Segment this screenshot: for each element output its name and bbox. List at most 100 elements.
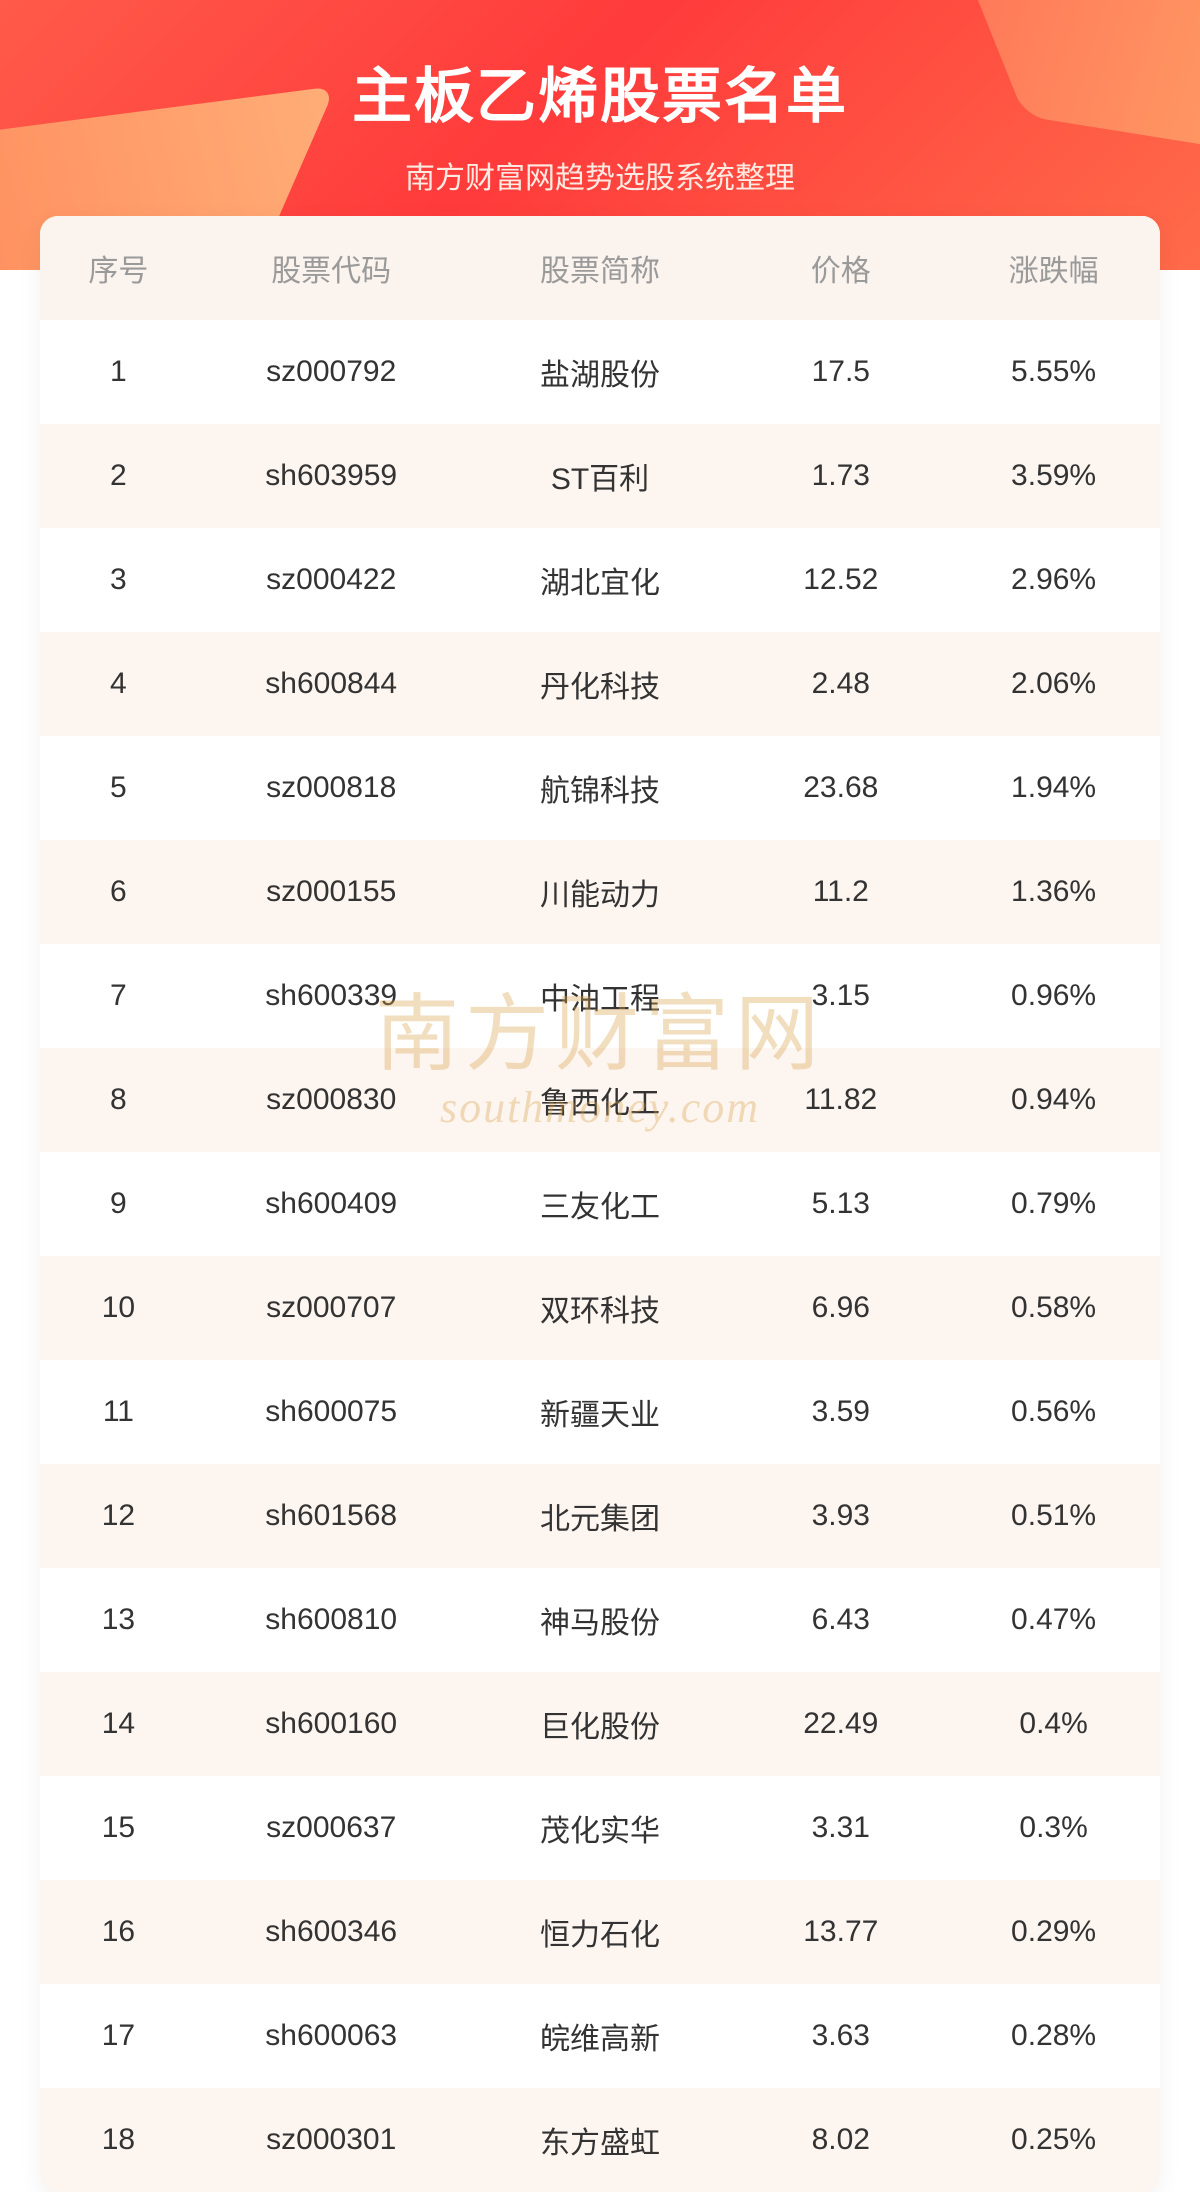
table-row: 12sh601568北元集团3.930.51% bbox=[40, 1464, 1160, 1568]
table-cell: sh603959 bbox=[197, 424, 466, 528]
table-cell: sh601568 bbox=[197, 1464, 466, 1568]
table-cell: 0.96% bbox=[947, 944, 1160, 1048]
table-cell: 6.43 bbox=[734, 1568, 947, 1672]
table-cell: 2.48 bbox=[734, 632, 947, 736]
table-cell: 13 bbox=[40, 1568, 197, 1672]
table-row: 4sh600844丹化科技2.482.06% bbox=[40, 632, 1160, 736]
table-cell: 3.31 bbox=[734, 1776, 947, 1880]
table-cell: sz000301 bbox=[197, 2088, 466, 2192]
table-row: 2sh603959ST百利1.733.59% bbox=[40, 424, 1160, 528]
table-row: 3sz000422湖北宜化12.522.96% bbox=[40, 528, 1160, 632]
table-cell: 0.29% bbox=[947, 1880, 1160, 1984]
table-cell: 0.51% bbox=[947, 1464, 1160, 1568]
table-cell: 10 bbox=[40, 1256, 197, 1360]
table-body: 1sz000792盐湖股份17.55.55%2sh603959ST百利1.733… bbox=[40, 320, 1160, 2192]
table-cell: sh600844 bbox=[197, 632, 466, 736]
table-cell: 神马股份 bbox=[466, 1568, 735, 1672]
table-cell: 1.73 bbox=[734, 424, 947, 528]
table-header-row: 序号 股票代码 股票简称 价格 涨跌幅 bbox=[40, 216, 1160, 320]
table-cell: 巨化股份 bbox=[466, 1672, 735, 1776]
table-cell: 新疆天业 bbox=[466, 1360, 735, 1464]
table-row: 16sh600346恒力石化13.770.29% bbox=[40, 1880, 1160, 1984]
table-cell: sh600075 bbox=[197, 1360, 466, 1464]
table-cell: 3.63 bbox=[734, 1984, 947, 2088]
table-cell: 0.94% bbox=[947, 1048, 1160, 1152]
table-cell: 盐湖股份 bbox=[466, 320, 735, 424]
table-cell: 茂化实华 bbox=[466, 1776, 735, 1880]
table-cell: 双环科技 bbox=[466, 1256, 735, 1360]
table-cell: 4 bbox=[40, 632, 197, 736]
table-row: 18sz000301东方盛虹8.020.25% bbox=[40, 2088, 1160, 2192]
col-code: 股票代码 bbox=[197, 216, 466, 320]
table-cell: 鲁西化工 bbox=[466, 1048, 735, 1152]
table-cell: 23.68 bbox=[734, 736, 947, 840]
table-cell: 0.56% bbox=[947, 1360, 1160, 1464]
table-cell: 皖维高新 bbox=[466, 1984, 735, 2088]
table-cell: sz000155 bbox=[197, 840, 466, 944]
table-cell: 22.49 bbox=[734, 1672, 947, 1776]
table-cell: 3.59% bbox=[947, 424, 1160, 528]
table-cell: 15 bbox=[40, 1776, 197, 1880]
table-row: 8sz000830鲁西化工11.820.94% bbox=[40, 1048, 1160, 1152]
table-cell: 恒力石化 bbox=[466, 1880, 735, 1984]
table-cell: 11 bbox=[40, 1360, 197, 1464]
table-cell: ST百利 bbox=[466, 424, 735, 528]
table-row: 5sz000818航锦科技23.681.94% bbox=[40, 736, 1160, 840]
table-cell: sh600346 bbox=[197, 1880, 466, 1984]
table-cell: 18 bbox=[40, 2088, 197, 2192]
table-cell: sz000422 bbox=[197, 528, 466, 632]
table-cell: 11.2 bbox=[734, 840, 947, 944]
table-cell: 17 bbox=[40, 1984, 197, 2088]
page-subtitle: 南方财富网趋势选股系统整理 bbox=[0, 153, 1200, 197]
table-cell: 3 bbox=[40, 528, 197, 632]
table-row: 1sz000792盐湖股份17.55.55% bbox=[40, 320, 1160, 424]
table-cell: sz000792 bbox=[197, 320, 466, 424]
table-cell: 1.94% bbox=[947, 736, 1160, 840]
table-cell: 6.96 bbox=[734, 1256, 947, 1360]
table-cell: 3.15 bbox=[734, 944, 947, 1048]
table-cell: 1 bbox=[40, 320, 197, 424]
stock-table-card: 序号 股票代码 股票简称 价格 涨跌幅 1sz000792盐湖股份17.55.5… bbox=[40, 216, 1160, 2192]
table-cell: 12.52 bbox=[734, 528, 947, 632]
table-cell: 8 bbox=[40, 1048, 197, 1152]
table-cell: 2.06% bbox=[947, 632, 1160, 736]
table-cell: 16 bbox=[40, 1880, 197, 1984]
table-cell: 13.77 bbox=[734, 1880, 947, 1984]
table-cell: 三友化工 bbox=[466, 1152, 735, 1256]
table-cell: 17.5 bbox=[734, 320, 947, 424]
table-cell: 2 bbox=[40, 424, 197, 528]
table-cell: 丹化科技 bbox=[466, 632, 735, 736]
table-cell: 2.96% bbox=[947, 528, 1160, 632]
table-cell: 1.36% bbox=[947, 840, 1160, 944]
table-cell: 中油工程 bbox=[466, 944, 735, 1048]
table-cell: 东方盛虹 bbox=[466, 2088, 735, 2192]
table-cell: 0.58% bbox=[947, 1256, 1160, 1360]
table-cell: 3.59 bbox=[734, 1360, 947, 1464]
table-cell: sz000707 bbox=[197, 1256, 466, 1360]
table-cell: sz000830 bbox=[197, 1048, 466, 1152]
table-row: 7sh600339中油工程3.150.96% bbox=[40, 944, 1160, 1048]
table-cell: 0.28% bbox=[947, 1984, 1160, 2088]
table-cell: 5.55% bbox=[947, 320, 1160, 424]
col-change: 涨跌幅 bbox=[947, 216, 1160, 320]
table-cell: 0.47% bbox=[947, 1568, 1160, 1672]
table-row: 6sz000155川能动力11.21.36% bbox=[40, 840, 1160, 944]
table-cell: 5.13 bbox=[734, 1152, 947, 1256]
table-cell: 航锦科技 bbox=[466, 736, 735, 840]
stock-table: 序号 股票代码 股票简称 价格 涨跌幅 1sz000792盐湖股份17.55.5… bbox=[40, 216, 1160, 2192]
table-row: 14sh600160巨化股份22.490.4% bbox=[40, 1672, 1160, 1776]
table-cell: sh600063 bbox=[197, 1984, 466, 2088]
table-cell: 北元集团 bbox=[466, 1464, 735, 1568]
col-price: 价格 bbox=[734, 216, 947, 320]
table-row: 13sh600810神马股份6.430.47% bbox=[40, 1568, 1160, 1672]
table-cell: 3.93 bbox=[734, 1464, 947, 1568]
table-cell: sh600339 bbox=[197, 944, 466, 1048]
table-cell: 6 bbox=[40, 840, 197, 944]
table-cell: sz000637 bbox=[197, 1776, 466, 1880]
table-cell: sh600160 bbox=[197, 1672, 466, 1776]
table-cell: 11.82 bbox=[734, 1048, 947, 1152]
table-row: 11sh600075新疆天业3.590.56% bbox=[40, 1360, 1160, 1464]
table-cell: 0.25% bbox=[947, 2088, 1160, 2192]
table-cell: 0.4% bbox=[947, 1672, 1160, 1776]
table-cell: sz000818 bbox=[197, 736, 466, 840]
